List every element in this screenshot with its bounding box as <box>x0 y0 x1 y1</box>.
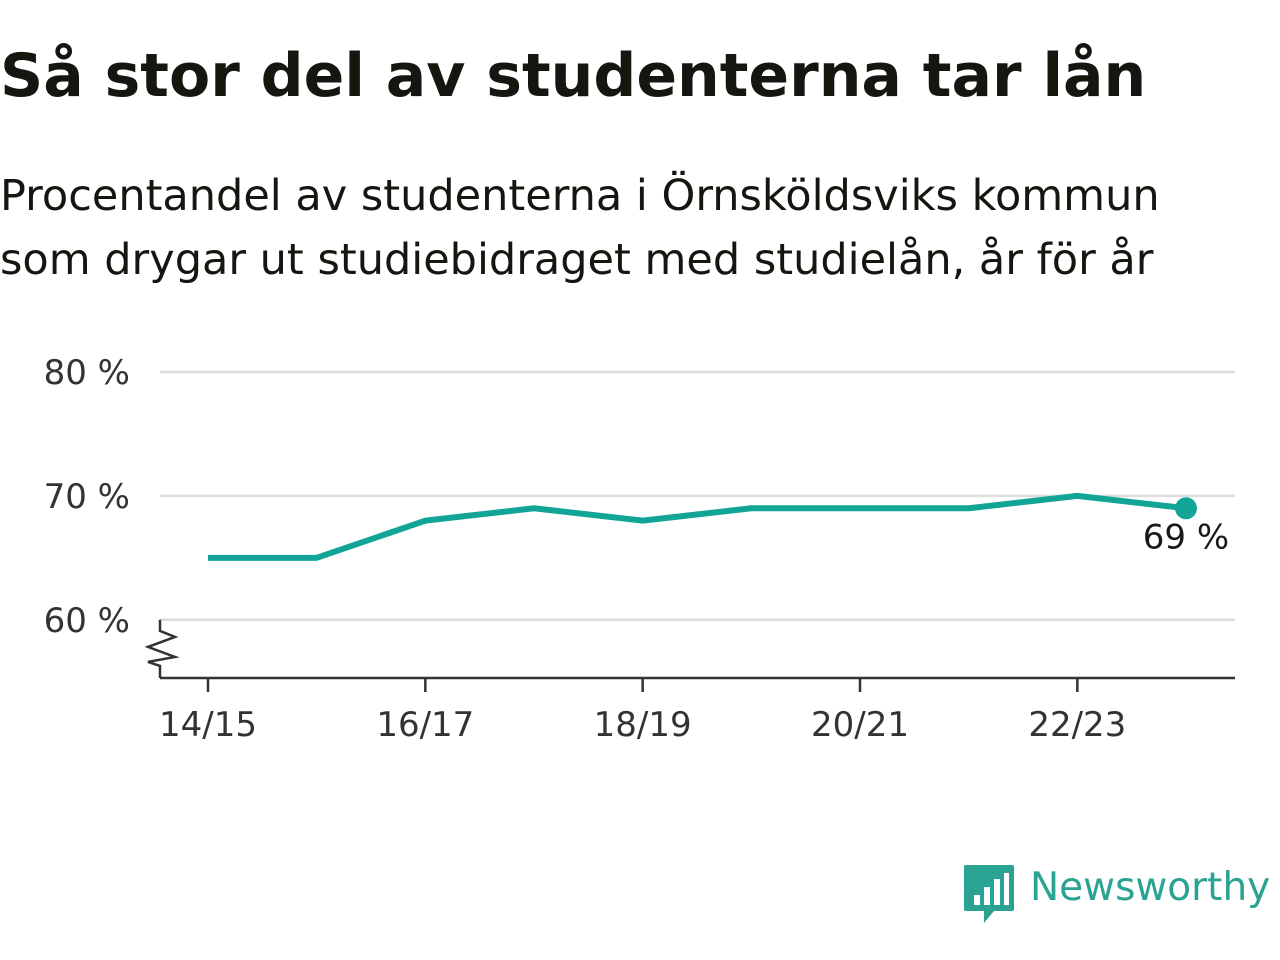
line-chart: 60 % 70 % 80 % 14/15 16/17 18/19 20/21 22/23 69 … <box>44 353 1235 745</box>
bar-chart-speech-bubble-icon <box>964 865 1014 923</box>
chart-subtitle: Procentandel av studenterna i Örnsköldsv… <box>0 164 1260 292</box>
x-tick-label: 16/17 <box>376 705 474 745</box>
axes <box>144 619 1235 692</box>
y-axis-break <box>144 619 180 678</box>
tick-labels: 60 % 70 % 80 % 14/15 16/17 18/19 20/21 22/23 69 … <box>44 353 1230 745</box>
x-tick-label: 22/23 <box>1028 705 1126 745</box>
subtitle-line-1: Procentandel av studenterna i Örnsköldsv… <box>0 171 1160 221</box>
subtitle-line-2: som drygar ut studiebidraget med studiel… <box>0 235 1154 285</box>
y-tick-label: 70 % <box>44 477 130 517</box>
x-tick-label: 18/19 <box>594 705 692 745</box>
brand: Newsworthy <box>962 862 1270 926</box>
x-tick-label: 14/15 <box>159 705 257 745</box>
y-tick-label: 60 % <box>44 601 130 641</box>
chart-title: Så stor del av studenterna tar lån <box>0 41 1147 111</box>
brand-name: Newsworthy <box>1030 865 1271 910</box>
last-point-label: 69 % <box>1143 517 1229 557</box>
series-line <box>208 492 1187 561</box>
x-tick-label: 20/21 <box>811 705 909 745</box>
y-tick-label: 80 % <box>44 353 130 393</box>
last-point-marker <box>1175 497 1197 520</box>
data-series <box>208 492 1197 561</box>
